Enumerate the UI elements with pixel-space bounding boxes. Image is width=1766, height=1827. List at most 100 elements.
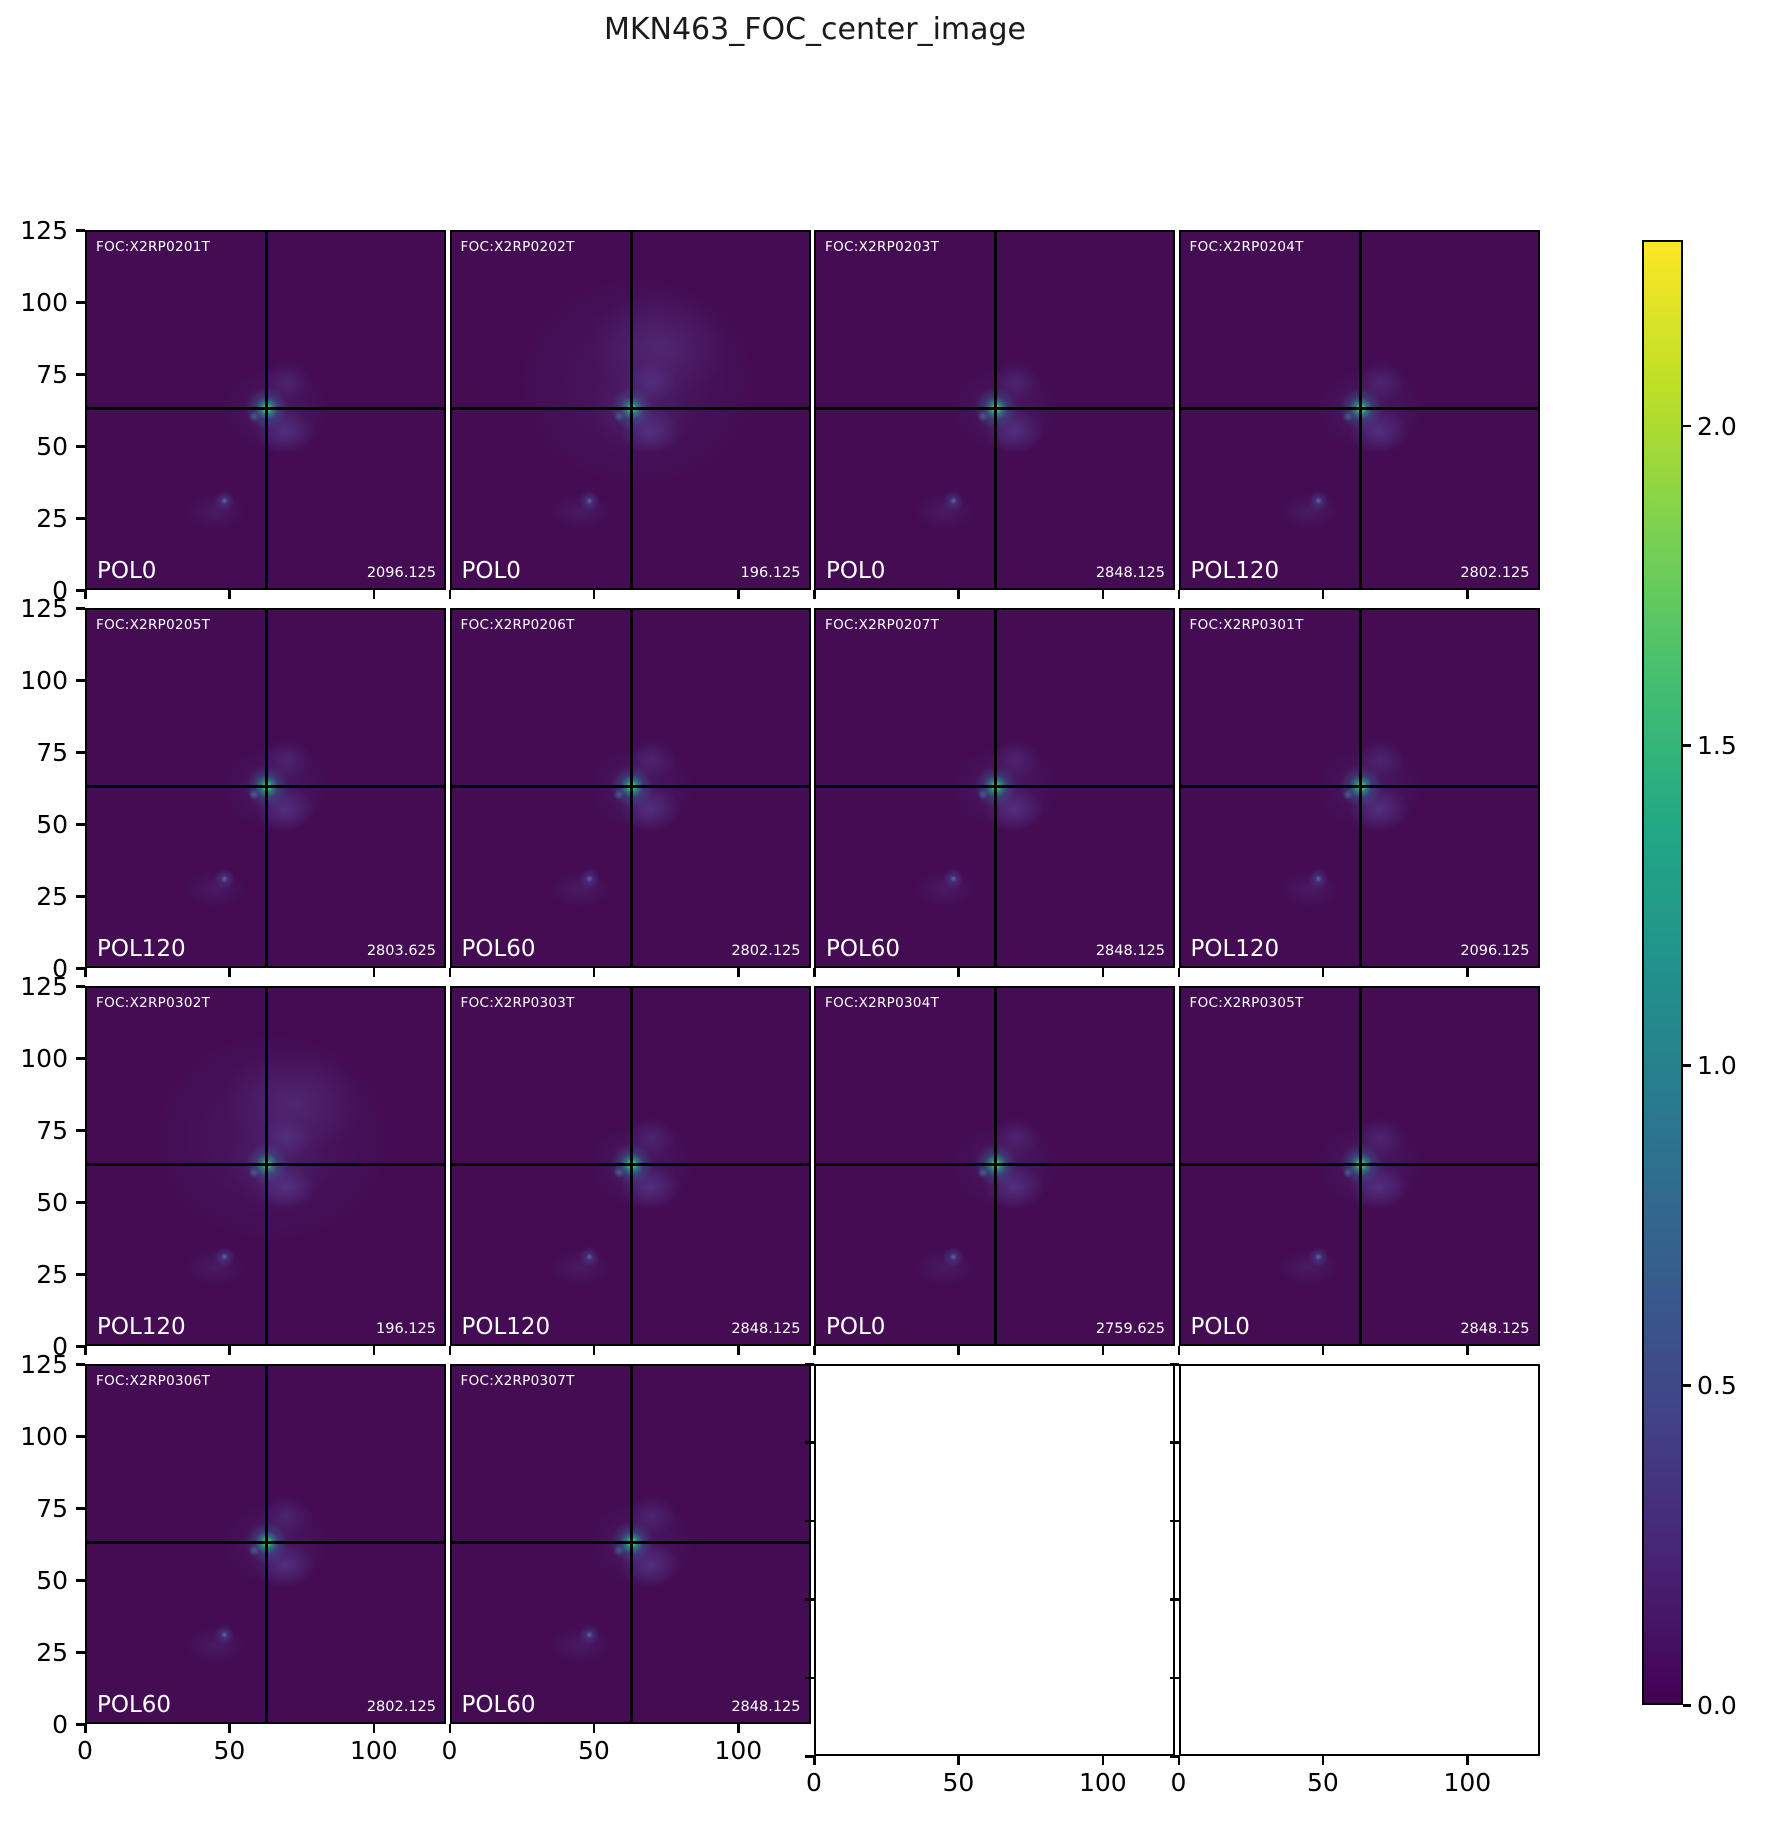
crosshair-horizontal [1180, 407, 1538, 411]
y-axis-tick-label: 100 [20, 288, 68, 317]
pol-filter-label: POL120 [461, 1314, 551, 1340]
pol-filter-label: POL0 [1190, 1314, 1250, 1340]
axis-tick [84, 1346, 87, 1355]
pol-filter-label: POL0 [826, 1314, 886, 1340]
image-panel: FOC:X2RP0201T POL0 2096.125 [85, 230, 446, 590]
axis-tick [813, 1346, 816, 1355]
foc-id-label: FOC:X2RP0206T [460, 617, 575, 633]
axis-tick [76, 607, 85, 610]
axis-tick [1169, 1363, 1179, 1366]
axis-tick [76, 1273, 85, 1276]
y-axis-tick-label: 100 [20, 666, 68, 695]
x-axis-tick-label: 100 [1078, 1768, 1127, 1797]
image-panel: FOC:X2RP0304T POL0 2759.625 [814, 986, 1175, 1346]
colorbar-tick-label: 1.0 [1697, 1051, 1737, 1081]
image-panel: FOC:X2RP0302T POL120 196.125 [85, 986, 446, 1346]
crosshair-horizontal [451, 785, 809, 789]
crosshair-horizontal [451, 1163, 809, 1167]
axis-tick [1101, 1756, 1105, 1765]
axis-tick [805, 1363, 814, 1366]
axis-tick [957, 590, 960, 599]
y-axis-tick-label: 125 [20, 594, 68, 623]
axis-tick [1177, 968, 1180, 977]
image-panel: FOC:X2RP0206T POL60 2802.125 [449, 608, 811, 968]
pol-filter-label: POL120 [97, 936, 186, 962]
axis-tick [228, 1724, 231, 1733]
axis-tick [1101, 968, 1105, 977]
colorbar-tick-label: 1.5 [1697, 731, 1737, 761]
axis-tick [805, 1598, 814, 1601]
axis-tick [76, 823, 85, 826]
exposure-value-label: 2096.125 [366, 565, 436, 581]
pol-filter-label: POL120 [1190, 558, 1280, 584]
axis-tick [76, 1345, 85, 1348]
axis-tick [76, 229, 85, 232]
y-axis-tick-label: 0 [52, 1710, 68, 1739]
axis-tick [1466, 968, 1469, 977]
pol-filter-label: POL60 [461, 936, 536, 962]
crosshair-horizontal [816, 407, 1173, 411]
axis-tick [76, 679, 85, 682]
axis-tick [813, 968, 816, 977]
exposure-value-label: 2802.125 [1460, 565, 1530, 581]
y-axis-tick-label: 75 [36, 1494, 68, 1523]
axis-tick [76, 1651, 85, 1654]
pol-filter-label: POL60 [826, 936, 901, 962]
exposure-value-label: 2848.125 [1460, 1321, 1530, 1337]
exposure-value-label: 2848.125 [731, 1321, 801, 1337]
axis-tick [1169, 1441, 1179, 1444]
image-panel: FOC:X2RP0205T POL120 2803.625 [85, 608, 446, 968]
colorbar-tick [1683, 744, 1691, 747]
exposure-value-label: 2759.625 [1095, 1321, 1165, 1337]
y-axis-tick-label: 100 [20, 1422, 68, 1451]
y-axis-tick-label: 25 [36, 504, 68, 533]
image-panel: FOC:X2RP0202T POL0 196.125 [449, 230, 811, 590]
pol-filter-label: POL60 [97, 1692, 172, 1718]
axis-tick [737, 1724, 740, 1733]
axis-tick [1101, 1346, 1105, 1355]
crosshair-horizontal [1180, 785, 1538, 789]
y-axis-tick-label: 50 [36, 810, 68, 839]
empty-panel [814, 1364, 1175, 1756]
colorbar-tick-label: 2.0 [1697, 411, 1737, 441]
axis-tick [448, 590, 451, 599]
axis-tick [76, 751, 85, 754]
y-axis-tick-label: 0 [52, 1332, 68, 1361]
axis-tick [228, 968, 231, 977]
x-axis-tick-label: 50 [213, 1736, 246, 1765]
foc-id-label: FOC:X2RP0201T [96, 239, 211, 255]
axis-tick [1177, 1346, 1180, 1355]
colorbar-tick [1683, 1704, 1691, 1707]
axis-tick [76, 1363, 85, 1366]
axis-tick [76, 1129, 85, 1132]
image-panel: FOC:X2RP0301T POL120 2096.125 [1178, 608, 1540, 968]
y-axis-tick-label: 50 [36, 1188, 68, 1217]
colorbar-tick-label: 0.0 [1697, 1691, 1737, 1720]
axis-tick [76, 517, 85, 520]
crosshair-horizontal [816, 785, 1173, 789]
image-panel: FOC:X2RP0303T POL120 2848.125 [449, 986, 811, 1346]
axis-tick [372, 1724, 376, 1733]
axis-tick [805, 1519, 814, 1523]
x-axis-tick-label: 100 [714, 1736, 763, 1765]
axis-tick [84, 968, 87, 977]
foc-id-label: FOC:X2RP0301T [1189, 617, 1304, 633]
exposure-value-label: 2802.125 [366, 1699, 436, 1715]
axis-tick [1466, 590, 1469, 599]
axis-tick [228, 1346, 231, 1355]
foc-id-label: FOC:X2RP0205T [96, 617, 211, 633]
axis-tick [592, 1724, 596, 1733]
foc-id-label: FOC:X2RP0204T [1189, 239, 1304, 255]
crosshair-horizontal [87, 1541, 444, 1545]
axis-tick [76, 895, 85, 898]
axis-tick [1169, 1598, 1179, 1601]
axis-tick [1321, 590, 1325, 599]
image-panel: FOC:X2RP0306T POL60 2802.125 [85, 1364, 446, 1724]
crosshair-horizontal [87, 785, 444, 789]
axis-tick [76, 301, 85, 304]
x-axis-tick-label: 0 [77, 1736, 93, 1765]
axis-tick [76, 985, 85, 988]
exposure-value-label: 2802.125 [731, 943, 801, 959]
pol-filter-label: POL120 [97, 1314, 186, 1340]
